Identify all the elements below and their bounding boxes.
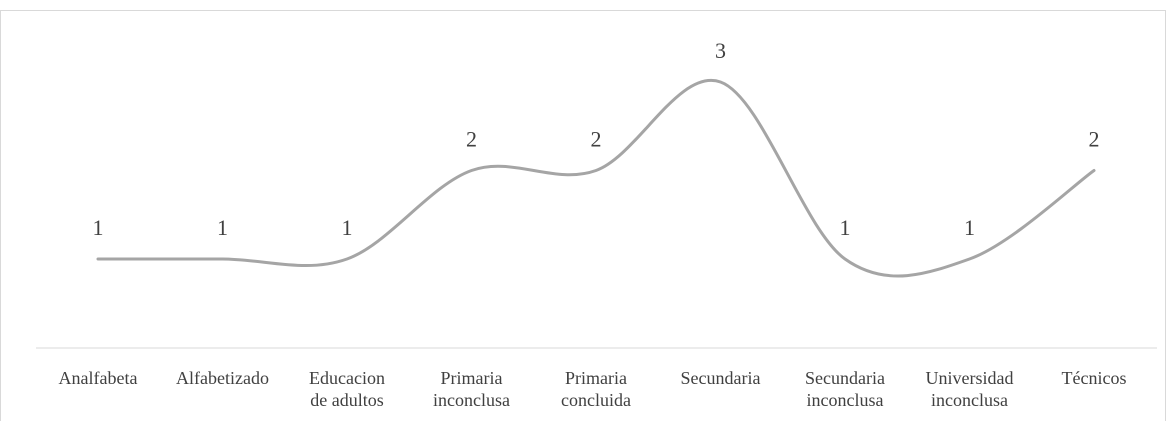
chart-frame — [0, 10, 1166, 421]
x-tick-label: Alfabetizado — [176, 368, 269, 388]
data-label: 3 — [715, 38, 726, 63]
data-label: 1 — [964, 215, 975, 240]
series-line — [96, 78, 1096, 278]
x-tick-label: Educacion de adultos — [309, 368, 385, 410]
data-label: 2 — [466, 127, 477, 152]
x-tick-label: Primaria inconclusa — [433, 368, 510, 410]
x-tick-label: Universidad inconclusa — [926, 368, 1014, 410]
data-label: 2 — [591, 127, 602, 152]
data-label: 2 — [1089, 127, 1100, 152]
data-label: 1 — [342, 215, 353, 240]
x-tick-label: Secundaria — [681, 368, 761, 388]
data-label: 1 — [93, 215, 104, 240]
data-label: 1 — [217, 215, 228, 240]
x-tick-label: Técnicos — [1062, 368, 1127, 388]
data-label: 1 — [840, 215, 851, 240]
x-tick-label: Secundaria inconclusa — [805, 368, 885, 410]
x-tick-label: Analfabeta — [59, 368, 138, 388]
x-tick-label: Primaria concluida — [561, 368, 631, 410]
